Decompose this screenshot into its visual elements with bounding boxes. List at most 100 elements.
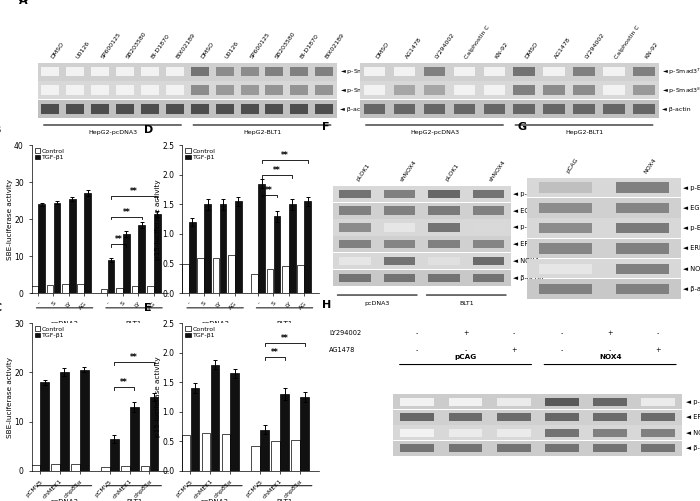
Bar xyxy=(527,259,681,279)
Text: ◄ p-EGFR: ◄ p-EGFR xyxy=(512,191,544,197)
Bar xyxy=(384,257,415,266)
Bar xyxy=(513,86,535,95)
Text: BI-D1870: BI-D1870 xyxy=(150,33,171,60)
Bar xyxy=(241,104,258,114)
Bar xyxy=(340,274,370,282)
Text: pcDNA3: pcDNA3 xyxy=(201,321,229,327)
Text: U0126: U0126 xyxy=(225,41,240,60)
Bar xyxy=(41,86,60,95)
Text: +: + xyxy=(656,347,661,353)
Bar xyxy=(132,287,139,293)
Text: pCAG: pCAG xyxy=(566,157,580,174)
Bar xyxy=(189,222,195,293)
Bar xyxy=(182,435,190,471)
Bar xyxy=(300,397,309,471)
Bar xyxy=(449,398,482,406)
Text: -: - xyxy=(561,331,563,337)
Text: ◄ ERK1/2: ◄ ERK1/2 xyxy=(683,245,700,252)
Bar xyxy=(364,67,386,77)
Bar xyxy=(116,288,123,293)
Text: pLOK1: pLOK1 xyxy=(444,163,460,182)
Text: **: ** xyxy=(271,348,279,357)
Text: ◄ β-actin: ◄ β-actin xyxy=(686,445,700,451)
Bar xyxy=(282,267,289,293)
Bar xyxy=(594,398,627,406)
Bar xyxy=(190,86,209,95)
Text: A: A xyxy=(19,0,28,3)
Bar xyxy=(513,67,535,77)
Text: HepG2-BLT1: HepG2-BLT1 xyxy=(565,130,603,135)
Text: -: - xyxy=(416,347,419,353)
Bar xyxy=(315,86,333,95)
Text: +: + xyxy=(463,331,468,337)
Bar xyxy=(267,270,274,293)
Bar xyxy=(360,100,659,118)
Text: Calphostin C: Calphostin C xyxy=(614,25,640,60)
Bar xyxy=(213,258,219,293)
Text: SP600125: SP600125 xyxy=(250,32,272,60)
Text: ◄ NOX4: ◄ NOX4 xyxy=(683,266,700,272)
Bar xyxy=(141,67,159,77)
Bar xyxy=(545,429,579,437)
Text: **: ** xyxy=(115,235,122,244)
Bar xyxy=(539,203,592,213)
Bar xyxy=(617,223,669,233)
Bar xyxy=(394,67,415,77)
Bar xyxy=(364,86,386,95)
Text: ◄ β-actin: ◄ β-actin xyxy=(512,275,543,281)
Y-axis label: SBE-luciferase activity: SBE-luciferase activity xyxy=(7,179,13,260)
Text: -: - xyxy=(512,331,515,337)
Text: -: - xyxy=(609,347,611,353)
Bar xyxy=(91,67,109,77)
Bar xyxy=(454,86,475,95)
Text: ◄ p-ERK1/2: ◄ p-ERK1/2 xyxy=(686,399,700,405)
Bar xyxy=(54,202,60,293)
Text: DMSO: DMSO xyxy=(374,41,390,60)
Bar xyxy=(47,285,53,293)
Legend: Control, TGF-β1: Control, TGF-β1 xyxy=(185,148,216,160)
Text: ◄ EGFR: ◄ EGFR xyxy=(512,207,538,213)
Bar xyxy=(190,388,199,471)
Bar xyxy=(473,206,504,215)
Bar xyxy=(40,382,49,471)
Bar xyxy=(428,274,460,282)
Bar xyxy=(573,104,595,114)
Bar xyxy=(527,279,681,299)
Bar xyxy=(594,413,627,421)
Bar xyxy=(41,67,60,77)
Bar xyxy=(428,223,460,231)
Bar xyxy=(449,413,482,421)
Bar xyxy=(32,286,38,293)
Text: BLT1: BLT1 xyxy=(276,321,293,327)
Bar xyxy=(291,440,300,471)
Bar xyxy=(166,86,184,95)
Bar xyxy=(641,444,676,452)
Text: ◄ p-Smad3$^{Thr\ 179}$: ◄ p-Smad3$^{Thr\ 179}$ xyxy=(662,67,700,77)
Text: BLT1: BLT1 xyxy=(126,499,142,501)
Bar xyxy=(78,284,84,293)
Bar xyxy=(428,240,460,248)
Bar xyxy=(265,67,284,77)
Text: ◄ p-ERK1/2: ◄ p-ERK1/2 xyxy=(512,224,550,230)
Text: HepG2-pcDNA3: HepG2-pcDNA3 xyxy=(410,130,459,135)
Bar xyxy=(108,260,114,293)
Text: pcDNA3: pcDNA3 xyxy=(50,499,78,501)
Bar xyxy=(473,189,504,198)
Bar xyxy=(332,253,511,269)
Bar xyxy=(235,201,241,293)
Text: BI-D1870: BI-D1870 xyxy=(300,33,320,60)
Bar xyxy=(141,104,159,114)
Text: **: ** xyxy=(122,207,130,216)
Bar xyxy=(202,432,210,471)
Bar xyxy=(230,373,239,471)
Bar xyxy=(190,67,209,77)
Text: **: ** xyxy=(281,151,288,160)
Bar xyxy=(340,189,370,198)
Text: BIX02189: BIX02189 xyxy=(324,33,346,60)
Text: ◄ p-ERK1/2: ◄ p-ERK1/2 xyxy=(683,225,700,231)
Bar xyxy=(394,86,415,95)
Bar xyxy=(60,372,69,471)
Bar xyxy=(281,394,289,471)
Text: ◄ EGFR: ◄ EGFR xyxy=(683,205,700,211)
Bar xyxy=(150,397,158,471)
